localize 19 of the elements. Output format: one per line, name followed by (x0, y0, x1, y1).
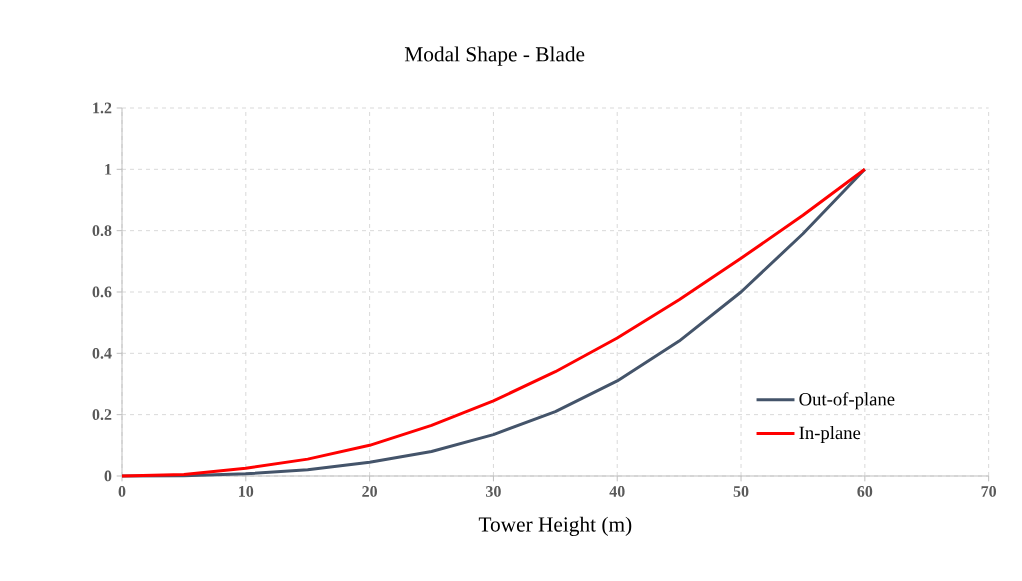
legend-label: In-plane (799, 425, 861, 443)
y-tick-label: 0.4 (92, 347, 112, 359)
x-tick-label: 0 (118, 486, 126, 497)
y-tick-label: 0.2 (92, 409, 112, 421)
x-axis-title: Tower Height (m) (478, 516, 632, 537)
x-tick-label: 40 (609, 486, 625, 497)
y-tick-label: 0.8 (92, 225, 112, 237)
y-tick-label: 1.2 (93, 102, 112, 114)
y-tick-label: 0.6 (92, 286, 112, 298)
x-tick-label: 70 (981, 486, 997, 497)
x-tick-label: 50 (733, 486, 749, 497)
y-tick-label: 1 (105, 164, 112, 175)
x-tick-label: 60 (857, 486, 873, 497)
chart-title: Modal Shape - Blade (404, 46, 585, 66)
x-tick-label: 30 (486, 486, 501, 497)
legend-label: Out-of-plane (799, 392, 895, 410)
y-tick-label: 0 (104, 470, 112, 482)
x-tick-label: 10 (239, 486, 254, 497)
x-tick-label: 20 (362, 486, 377, 497)
